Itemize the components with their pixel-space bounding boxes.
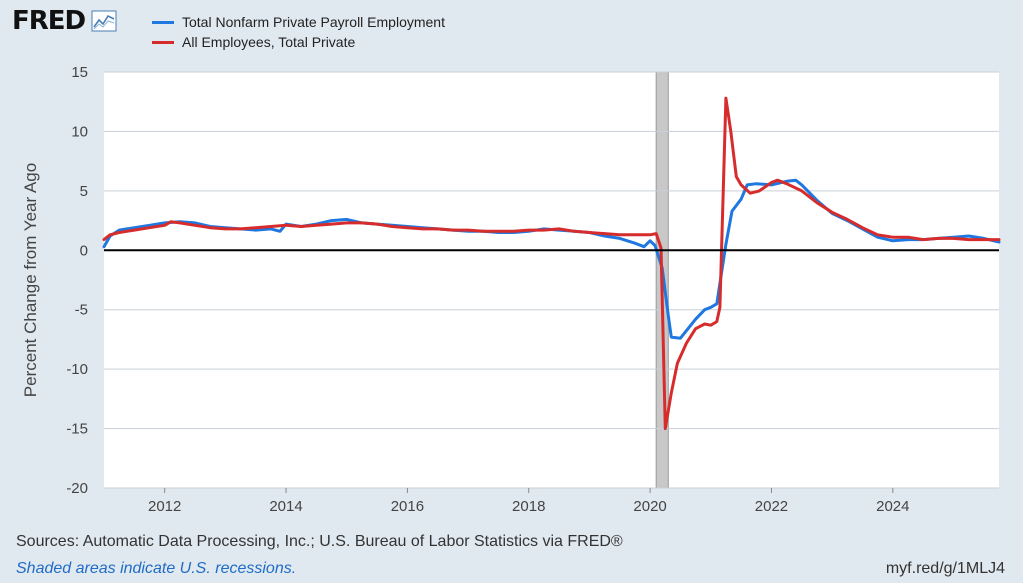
x-tick-label: 2022 — [755, 498, 788, 515]
y-tick-label: 0 — [80, 242, 88, 259]
y-tick-label: -15 — [66, 421, 88, 438]
x-tick-label: 2024 — [876, 498, 909, 515]
legend-label-series-1: Total Nonfarm Private Payroll Employment — [182, 14, 445, 30]
plot-area — [104, 72, 999, 488]
x-tick-label: 2020 — [633, 498, 666, 515]
fred-logo[interactable]: FRED — [12, 6, 117, 36]
logo-text: FRED — [12, 6, 86, 36]
legend-swatch-series-2 — [152, 40, 174, 44]
y-tick-label: -5 — [75, 302, 88, 319]
legend-label-series-2: All Employees, Total Private — [182, 34, 356, 50]
x-tick-label: 2014 — [269, 498, 302, 515]
short-link[interactable]: myf.red/g/1MLJ4 — [885, 560, 1005, 577]
y-tick-label: 10 — [71, 123, 88, 140]
series-line-2[interactable] — [102, 96, 1001, 431]
y-tick-label: 15 — [71, 64, 88, 81]
y-tick-label: 5 — [80, 183, 88, 200]
legend-swatch-series-1 — [152, 20, 174, 24]
x-tick-label: 2018 — [512, 498, 545, 515]
chart-line-icon — [91, 10, 117, 32]
x-tick-label: 2012 — [148, 498, 181, 515]
line-chart[interactable]: 15 10 5 0 -5 -10 -15 -20 2012 2014 2016 2018 2020 202… — [0, 0, 1023, 530]
y-tick-label: -20 — [66, 480, 88, 497]
x-tick-label: 2016 — [391, 498, 424, 515]
y-tick-label: -10 — [66, 361, 88, 378]
legend-item-series-2[interactable]: All Employees, Total Private — [152, 32, 445, 52]
sources-text: Sources: Automatic Data Processing, Inc.… — [16, 533, 623, 550]
legend-item-series-1[interactable]: Total Nonfarm Private Payroll Employment — [152, 12, 445, 32]
chart-legend: Total Nonfarm Private Payroll Employment… — [152, 12, 445, 52]
recession-note: Shaded areas indicate U.S. recessions. — [16, 560, 297, 577]
y-axis-label: Percent Change from Year Ago — [21, 163, 40, 397]
